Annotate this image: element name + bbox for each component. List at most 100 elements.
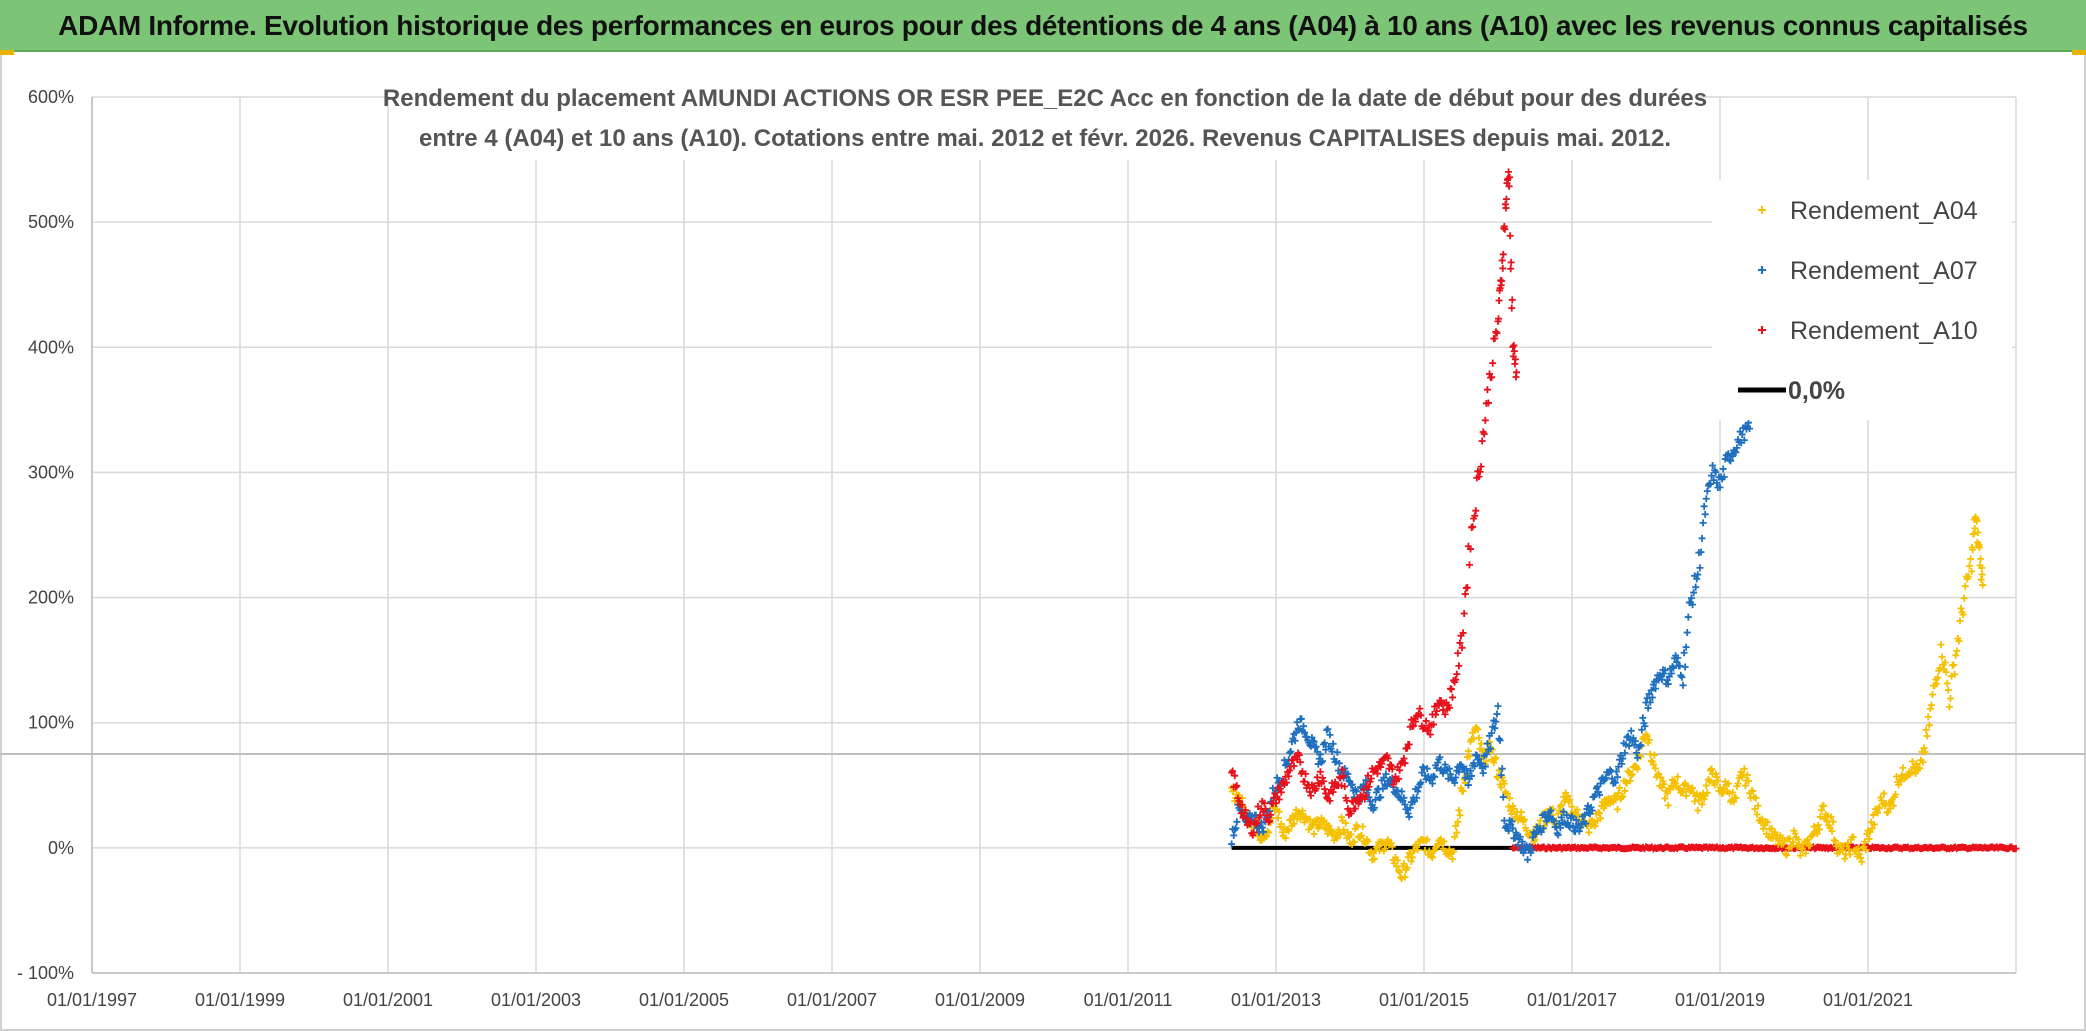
a04-point — [1432, 844, 1440, 852]
a04-point — [1927, 701, 1935, 709]
a04-point — [1650, 751, 1658, 759]
a10-point — [1491, 335, 1499, 343]
a07-point — [1310, 738, 1318, 746]
a07-point — [1595, 791, 1603, 799]
a07-point — [1479, 769, 1487, 777]
a04-point — [1364, 837, 1372, 845]
a07-point — [1619, 755, 1627, 763]
a04-point — [1595, 809, 1603, 817]
a07-point — [1637, 741, 1645, 749]
a07-point — [1464, 781, 1472, 789]
a07-point — [1413, 794, 1421, 802]
a10-point — [1417, 711, 1425, 719]
a04-point — [1450, 847, 1458, 855]
a10-point — [1426, 731, 1434, 739]
a07-point — [1652, 685, 1660, 693]
a07-point — [1645, 690, 1653, 698]
a07-point — [1550, 817, 1558, 825]
a07-point — [1394, 786, 1402, 794]
a04-point — [1689, 784, 1697, 792]
a04-point — [1768, 825, 1776, 833]
a04-point — [1754, 802, 1762, 810]
a07-point — [1613, 773, 1621, 781]
a04-point — [1829, 818, 1837, 826]
a07-point — [1611, 779, 1619, 787]
a10-point — [1326, 797, 1334, 805]
a07-point — [1703, 487, 1711, 495]
a07-point — [1414, 787, 1422, 795]
a07-point — [1627, 727, 1635, 735]
a07-point — [1569, 822, 1577, 830]
a04-point — [1713, 773, 1721, 781]
legend-swatch-a10 — [1758, 326, 1766, 334]
a10-point — [1502, 195, 1510, 203]
a07-point — [1406, 804, 1414, 812]
a07-point — [1660, 670, 1668, 678]
a04-point — [1285, 827, 1293, 835]
a04-point — [1321, 824, 1329, 832]
a04-point — [1674, 773, 1682, 781]
a07-point — [1682, 643, 1690, 651]
a04-point — [1974, 528, 1982, 536]
a10-point — [1267, 811, 1275, 819]
a07-point — [1690, 589, 1698, 597]
a04-point — [1506, 794, 1514, 802]
a04-point — [1711, 781, 1719, 789]
a04-point — [1916, 764, 1924, 772]
a10-point — [1507, 258, 1515, 266]
a04-point — [1874, 809, 1882, 817]
a04-point — [1745, 777, 1753, 785]
a04-point — [1663, 789, 1671, 797]
a04-point — [1802, 849, 1810, 857]
a10-point — [1449, 693, 1457, 701]
a10-point — [1499, 250, 1507, 258]
a07-point — [1487, 745, 1495, 753]
a10-point — [1277, 788, 1285, 796]
a10-point — [1498, 277, 1506, 285]
a04-point — [1622, 778, 1630, 786]
a04-point — [1615, 789, 1623, 797]
a07-point — [1335, 759, 1343, 767]
a04-point — [1585, 828, 1593, 836]
a04-point — [1336, 830, 1344, 838]
a10-point — [1320, 777, 1328, 785]
a07-point — [1689, 601, 1697, 609]
a04-point — [1627, 772, 1635, 780]
a10-point — [1433, 707, 1441, 715]
a04-point — [1523, 827, 1531, 835]
a04-point — [1574, 811, 1582, 819]
a07-point — [1639, 714, 1647, 722]
a07-point — [1641, 722, 1649, 730]
a07-point — [1333, 748, 1341, 756]
a07-point — [1499, 793, 1507, 801]
a10-point — [1412, 717, 1420, 725]
a07-point — [1380, 774, 1388, 782]
a07-point — [1740, 436, 1748, 444]
a07-point — [1636, 742, 1644, 750]
a07-point — [1572, 816, 1580, 824]
a04-point — [1492, 754, 1500, 762]
corner-accent-right — [2072, 50, 2086, 55]
a07-point — [1319, 757, 1327, 765]
a10-point — [1242, 814, 1250, 822]
a10-point — [1238, 801, 1246, 809]
a07-point — [1477, 759, 1485, 767]
a07-point — [1684, 613, 1692, 621]
a07-point — [1727, 457, 1735, 465]
a07-point — [1471, 762, 1479, 770]
a04-point — [1508, 810, 1516, 818]
a04-point — [1394, 856, 1402, 864]
a04-point — [1976, 544, 1984, 552]
a10-point — [1472, 507, 1480, 515]
a04-point — [1783, 851, 1791, 859]
a04-point — [1611, 796, 1619, 804]
a04-point — [1682, 792, 1690, 800]
a07-point — [1299, 722, 1307, 730]
a10-point — [1266, 817, 1274, 825]
a04-point — [1274, 814, 1282, 822]
a04-point — [1645, 736, 1653, 744]
a04-point — [1465, 752, 1473, 760]
a04-point — [1789, 838, 1797, 846]
a10-point — [1505, 182, 1513, 190]
a04-point — [1422, 837, 1430, 845]
